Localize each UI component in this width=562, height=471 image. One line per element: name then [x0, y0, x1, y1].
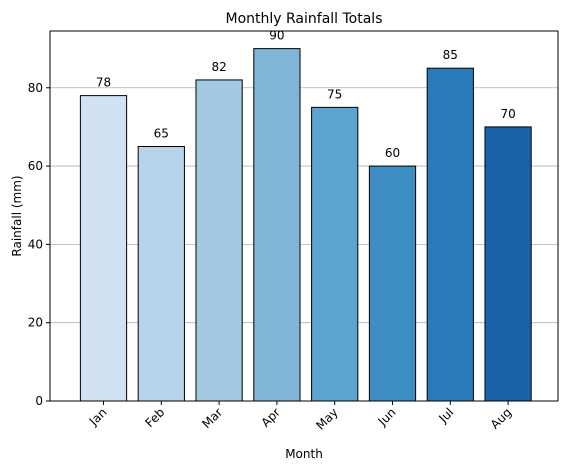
y-axis-label: Rainfall (mm) [10, 175, 24, 256]
data-label: 82 [211, 60, 226, 74]
y-axis-ticks: 0 20 40 60 80 [28, 81, 50, 408]
bar-apr [253, 48, 301, 402]
y-tick-label: 20 [28, 316, 43, 330]
data-label: 85 [443, 48, 458, 62]
bar-mar [195, 79, 243, 402]
data-label: 75 [327, 87, 342, 101]
bar-jun [368, 165, 417, 402]
data-label: 60 [385, 146, 400, 160]
bar-jan [79, 95, 128, 402]
data-label: 65 [154, 127, 169, 141]
bar-may [311, 106, 359, 402]
bar-jul [426, 67, 474, 402]
bar-aug [484, 126, 532, 402]
bar-feb [137, 146, 185, 402]
y-tick-label: 60 [28, 159, 43, 173]
data-label: 90 [269, 29, 284, 43]
y-tick-label: 80 [28, 81, 43, 95]
plot-frame [49, 30, 559, 402]
data-label: 78 [96, 76, 111, 90]
data-label: 70 [500, 107, 515, 121]
bars [79, 48, 532, 402]
y-tick-label: 0 [35, 394, 43, 408]
chart-title: Monthly Rainfall Totals [226, 11, 383, 27]
y-tick-label: 40 [28, 237, 43, 251]
data-labels: 78 65 82 90 75 60 85 70 [96, 29, 516, 160]
x-axis-label: Month [285, 447, 323, 461]
